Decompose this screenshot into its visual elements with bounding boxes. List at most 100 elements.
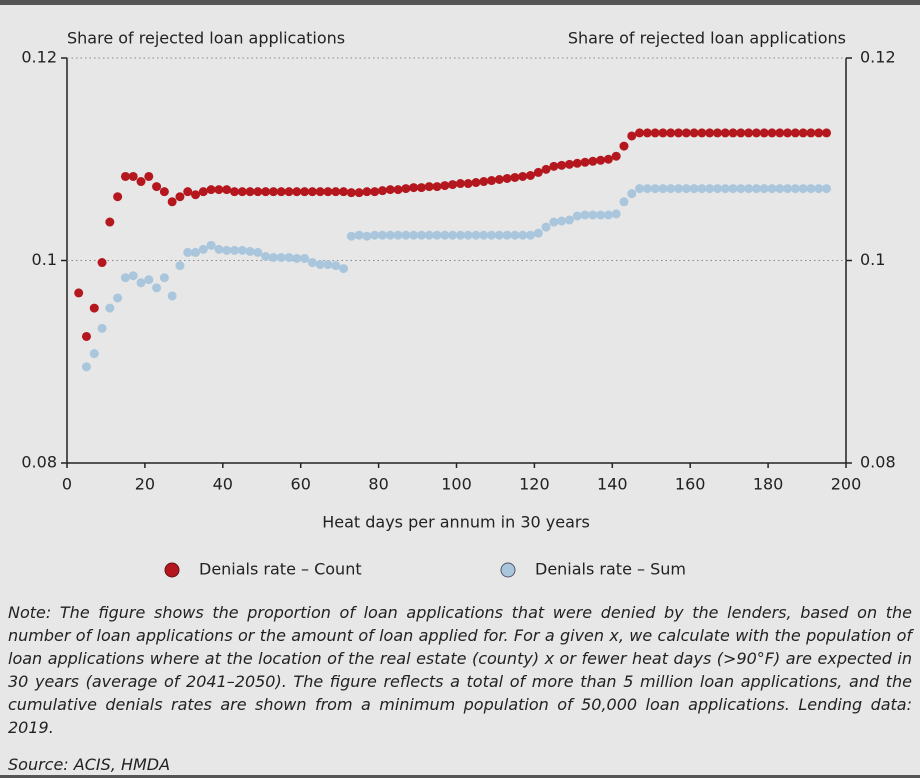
point — [526, 170, 536, 180]
point — [759, 128, 769, 138]
point — [136, 177, 146, 187]
point — [81, 331, 91, 341]
point — [588, 156, 598, 166]
point — [159, 187, 169, 197]
point — [596, 155, 606, 165]
point — [159, 273, 169, 283]
x-tick-label: 120 — [519, 475, 550, 494]
point — [627, 189, 637, 199]
point — [424, 230, 434, 240]
x-tick-label: 60 — [291, 475, 311, 494]
point — [658, 128, 668, 138]
point — [284, 187, 294, 197]
point — [331, 187, 341, 197]
y2-tick-label: 0.12 — [860, 48, 896, 67]
point — [89, 349, 99, 359]
point — [666, 184, 676, 194]
point — [712, 128, 722, 138]
point — [276, 252, 286, 262]
point — [354, 188, 364, 198]
point — [658, 184, 668, 194]
point — [635, 128, 645, 138]
point — [175, 192, 185, 202]
point — [175, 261, 185, 271]
point — [237, 245, 247, 255]
point — [292, 187, 302, 197]
legend-marker — [164, 562, 180, 578]
point — [377, 186, 387, 196]
point — [300, 253, 310, 263]
point — [409, 183, 419, 193]
point — [822, 184, 832, 194]
point — [798, 184, 808, 194]
point — [401, 184, 411, 194]
point — [744, 128, 754, 138]
point — [315, 260, 325, 270]
point — [596, 210, 606, 220]
point — [152, 283, 162, 293]
legend-label: Denials rate – Count — [199, 560, 362, 579]
point — [767, 184, 777, 194]
point — [144, 171, 154, 181]
point — [510, 172, 520, 182]
point — [416, 230, 426, 240]
point — [572, 211, 582, 221]
point — [268, 187, 278, 197]
point — [487, 176, 497, 186]
legend-label: Denials rate – Sum — [535, 560, 686, 579]
point — [455, 230, 465, 240]
point — [720, 128, 730, 138]
point — [533, 228, 543, 238]
point — [191, 247, 201, 257]
point — [751, 184, 761, 194]
point — [152, 182, 162, 192]
point — [339, 187, 349, 197]
point — [510, 230, 520, 240]
point — [479, 230, 489, 240]
point — [822, 128, 832, 138]
point — [354, 230, 364, 240]
point — [681, 128, 691, 138]
point — [261, 187, 271, 197]
point — [806, 128, 816, 138]
point — [627, 131, 637, 141]
y2-tick-label: 0.1 — [860, 250, 885, 269]
point — [557, 160, 567, 170]
point — [284, 252, 294, 262]
point — [81, 362, 91, 372]
point — [222, 185, 232, 195]
point — [541, 222, 551, 232]
point — [681, 184, 691, 194]
point — [728, 184, 738, 194]
point — [611, 209, 621, 219]
point — [377, 230, 387, 240]
point — [533, 167, 543, 177]
point — [105, 303, 115, 313]
x-tick-label: 160 — [675, 475, 706, 494]
point — [144, 275, 154, 285]
point — [775, 128, 785, 138]
point — [783, 184, 793, 194]
x-tick-label: 180 — [753, 475, 784, 494]
point — [580, 157, 590, 167]
point — [650, 184, 660, 194]
point — [97, 258, 107, 268]
point — [814, 184, 824, 194]
point — [128, 171, 138, 181]
point — [323, 187, 333, 197]
x-tick-label: 200 — [831, 475, 862, 494]
y-tick-label: 0.1 — [32, 250, 57, 269]
point — [424, 182, 434, 192]
point — [518, 230, 528, 240]
y2-axis-title: Share of rejected loan applications — [568, 29, 846, 48]
point — [541, 164, 551, 174]
point — [697, 128, 707, 138]
x-tick-label: 0 — [62, 475, 72, 494]
point — [362, 231, 372, 241]
point — [767, 128, 777, 138]
point — [744, 184, 754, 194]
point — [518, 171, 528, 181]
point — [790, 184, 800, 194]
point — [409, 230, 419, 240]
point — [494, 175, 504, 184]
